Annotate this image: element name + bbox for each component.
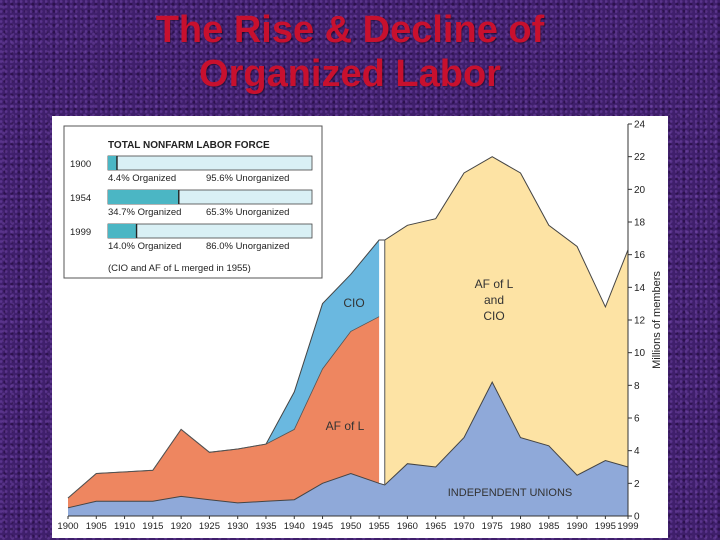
x-tick-label-1905: 1905 (86, 521, 107, 532)
inset-unorganized-label-1999: 86.0% Unorganized (206, 241, 289, 252)
inset-bar-1999 (107, 223, 313, 239)
x-tick-label-1910: 1910 (114, 521, 135, 532)
x-tick-label-1935: 1935 (255, 521, 276, 532)
inset-title: TOTAL NONFARM LABOR FORCE (108, 140, 270, 151)
merged-area-label-line-1: AF of L (475, 277, 514, 291)
y-tick-label-12: 12 (634, 316, 646, 327)
series-area-af-of-l-and-cio (384, 156, 628, 485)
inset-organized-label-1900: 4.4% Organized (108, 173, 176, 184)
x-tick-label-1900: 1900 (57, 521, 78, 532)
x-tick-label-1930: 1930 (227, 521, 248, 532)
cio-area-label: CIO (343, 296, 364, 310)
x-tick-label-1945: 1945 (312, 521, 333, 532)
x-tick-label-1955: 1955 (369, 521, 390, 532)
x-tick-label-1970: 1970 (453, 521, 474, 532)
labor-force-inset: TOTAL NONFARM LABOR FORCE 1900 4.4% Organ… (63, 125, 323, 279)
merged-area-label-line-2: and (484, 293, 504, 307)
inset-organized-label-1954: 34.7% Organized (108, 207, 181, 218)
y-tick-label-18: 18 (634, 218, 646, 229)
series-area-cio (266, 240, 380, 445)
y-tick-label-22: 22 (634, 152, 646, 163)
merged-area-label-line-3: CIO (483, 309, 504, 323)
afl-area-label: AF of L (326, 419, 365, 433)
inset-footnote: (CIO and AF of L merged in 1955) (108, 263, 251, 274)
y-tick-label-10: 10 (634, 348, 646, 359)
slide-title-line-1: The Rise & Decline of (155, 9, 545, 51)
inset-year-1999: 1999 (70, 227, 91, 238)
x-tick-label-1999: 1999 (617, 521, 638, 532)
y-tick-label-8: 8 (634, 381, 640, 392)
x-tick-label-1995: 1995 (595, 521, 616, 532)
y-tick-label-14: 14 (634, 283, 646, 294)
independent-unions-line (67, 380, 629, 509)
inset-unorganized-label-1900: 95.6% Unorganized (206, 173, 289, 184)
x-tick-label-1915: 1915 (142, 521, 163, 532)
series-area-af-of-l (68, 316, 380, 508)
slide-title-line-2: Organized Labor (199, 53, 501, 95)
y-tick-label-24: 24 (634, 120, 646, 131)
y-tick-label-6: 6 (634, 414, 640, 425)
x-tick-label-1925: 1925 (199, 521, 220, 532)
y-tick-label-0: 0 (634, 512, 640, 523)
inset-organized-fill-1900 (108, 156, 117, 170)
x-tick-label-1950: 1950 (340, 521, 361, 532)
inset-unorganized-label-1954: 65.3% Unorganized (206, 207, 289, 218)
y-tick-label-16: 16 (634, 250, 646, 261)
y-axis-label: Millions of members (651, 271, 663, 369)
x-tick-label-1990: 1990 (567, 521, 588, 532)
x-tick-label-1940: 1940 (284, 521, 305, 532)
slide-title: The Rise & Decline of Organized Labor (0, 8, 700, 96)
inset-year-1954: 1954 (70, 193, 91, 204)
x-tick-label-1960: 1960 (397, 521, 418, 532)
y-tick-label-20: 20 (634, 185, 646, 196)
inset-year-1900: 1900 (70, 159, 91, 170)
independent-unions-area-label: INDEPENDENT UNIONS (448, 487, 572, 499)
y-tick-label-4: 4 (634, 446, 640, 457)
x-tick-label-1965: 1965 (425, 521, 446, 532)
x-tick-label-1920: 1920 (171, 521, 192, 532)
inset-organized-fill-1954 (108, 190, 179, 204)
x-tick-label-1975: 1975 (482, 521, 503, 532)
inset-organized-label-1999: 14.0% Organized (108, 241, 181, 252)
x-tick-label-1985: 1985 (538, 521, 559, 532)
x-tick-label-1980: 1980 (510, 521, 531, 532)
series-area-independent-unions (68, 382, 628, 516)
inset-bar-1900 (107, 155, 313, 171)
chart-container: 0 2 4 6 8 10 12 14 16 18 20 22 24 Millions of members… (52, 116, 668, 538)
y-tick-label-2: 2 (634, 479, 640, 490)
afl-top-line (67, 316, 380, 499)
inset-organized-fill-1999 (108, 224, 137, 238)
